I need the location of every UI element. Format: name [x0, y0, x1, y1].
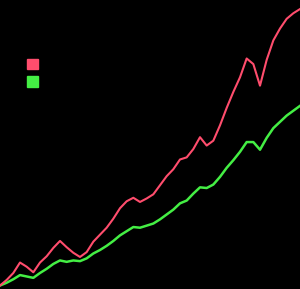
Bar — [27, 76, 38, 87]
Bar — [27, 59, 38, 69]
